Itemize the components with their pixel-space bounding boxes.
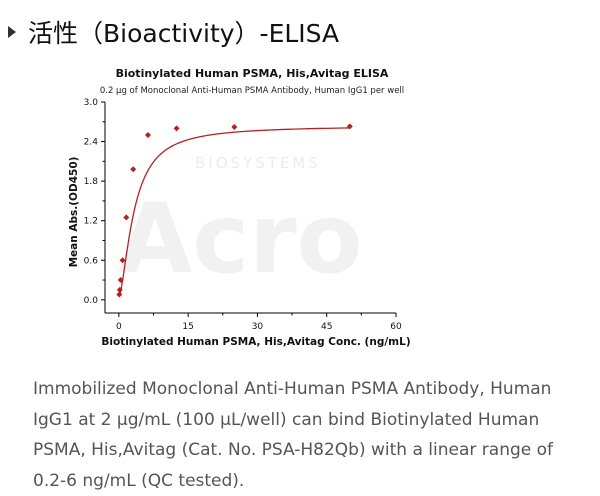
section-title: 活性（Bioactivity）-ELISA xyxy=(28,19,340,48)
y-tick-label: 3.0 xyxy=(84,98,99,108)
data-point xyxy=(130,166,137,173)
data-point xyxy=(231,124,238,131)
chart-title: Biotinylated Human PSMA, His,Avitag ELIS… xyxy=(116,67,389,80)
elisa-chart: Acro BIOSYSTEMS Biotinylated Human PSMA,… xyxy=(68,67,411,348)
y-tick-label: 0.0 xyxy=(84,296,99,306)
ticks: 0 15 30 45 60 0.0 0.6 1.2 1.8 2.4 3.0 xyxy=(84,98,402,332)
data-point xyxy=(119,257,126,264)
data-point xyxy=(116,291,123,298)
data-point xyxy=(144,131,151,138)
x-tick-label: 60 xyxy=(390,322,402,332)
y-tick-label: 1.8 xyxy=(84,177,99,187)
data-point xyxy=(123,214,130,221)
x-tick-label: 15 xyxy=(182,322,193,332)
watermark-subtitle: BIOSYSTEMS xyxy=(195,154,321,172)
data-point xyxy=(116,286,123,293)
section-heading: 活性（Bioactivity）-ELISA xyxy=(8,12,339,52)
watermark: Acro BIOSYSTEMS xyxy=(118,154,363,295)
x-tick-label: 0 xyxy=(116,322,122,332)
x-axis-label: Biotinylated Human PSMA, His,Avitag Conc… xyxy=(101,336,410,348)
data-point xyxy=(173,125,180,132)
y-tick-label: 1.2 xyxy=(84,217,98,227)
data-point xyxy=(346,123,353,130)
data-points xyxy=(116,123,353,298)
x-tick-label: 45 xyxy=(321,322,332,332)
description-text: Immobilized Monoclonal Anti-Human PSMA A… xyxy=(33,379,554,491)
triangle-bullet-icon xyxy=(8,26,16,38)
chart-subtitle: 0.2 µg of Monoclonal Anti-Human PSMA Ant… xyxy=(100,86,404,96)
data-point xyxy=(117,277,124,284)
y-tick-label: 2.4 xyxy=(84,138,99,148)
watermark-word: Acro xyxy=(118,183,363,295)
y-tick-label: 0.6 xyxy=(84,256,99,266)
y-axis-label: Mean Abs.(OD450) xyxy=(68,157,80,268)
x-tick-label: 30 xyxy=(252,322,264,332)
